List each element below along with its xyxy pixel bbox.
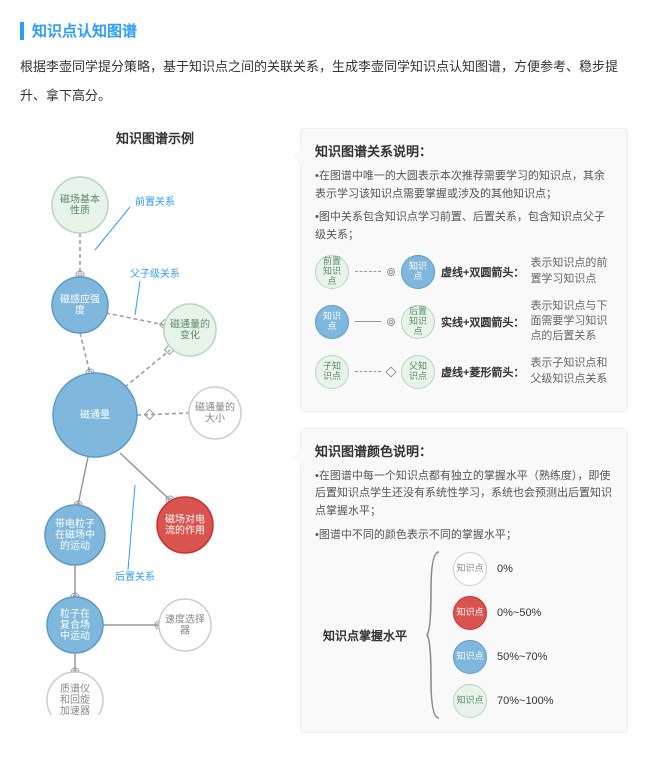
mastery-node: 知识点 <box>453 552 487 586</box>
svg-text:磁场对电: 磁场对电 <box>165 513 205 526</box>
legend-node-a: 子知识点 <box>315 355 349 389</box>
graph-node-n6: 带电粒子在磁场中的运动 <box>45 505 105 565</box>
mastery-node: 知识点 <box>453 640 487 674</box>
legend-connector <box>355 371 381 372</box>
legend-node-b: 父知识点 <box>401 355 435 389</box>
knowledge-graph: 前置关系 父子级关系 后置关系 磁场基本性质磁感应强度磁通量的变化磁通量磁通量的… <box>20 155 290 715</box>
svg-text:速度选择: 速度选择 <box>165 613 205 626</box>
svg-text:加速器: 加速器 <box>60 705 90 715</box>
svg-text:性质: 性质 <box>70 204 90 217</box>
svg-text:在磁场中: 在磁场中 <box>55 528 95 541</box>
legend-node-a: 前置知识点 <box>315 255 349 289</box>
legend-row-2: 子知识点 父知识点虚线+菱形箭头： 表示子知识点和父级知识点关系 <box>315 355 613 389</box>
legend-label: 实线+双圆箭头： <box>441 314 524 330</box>
svg-text:磁通量的: 磁通量的 <box>170 318 210 331</box>
mastery-range: 50%~70% <box>497 651 547 663</box>
mastery-items: 知识点 0% 知识点 0%~50% 知识点 50%~70% 知识点 70%~100% <box>453 552 554 718</box>
svg-text:磁通量的: 磁通量的 <box>195 401 235 414</box>
diamond-icon <box>385 366 396 377</box>
color-panel-title: 知识图谱颜色说明： <box>315 441 613 460</box>
svg-text:磁感应强: 磁感应强 <box>60 293 100 306</box>
svg-text:变化: 变化 <box>180 329 200 342</box>
svg-text:度: 度 <box>75 304 85 317</box>
mastery-range: 70%~100% <box>497 695 554 707</box>
graph-node-n10: 质谱仪和回旋加速器 <box>47 672 103 715</box>
relation-bullet-2: •图中关系包含知识点学习前置、后置关系，包含知识点父子级关系； <box>315 209 613 244</box>
graph-node-n3: 磁通量的变化 <box>164 304 216 356</box>
relation-panel: 知识图谱关系说明： •在图谱中唯一的大圆表示本次推荐需要学习的知识点，其余表示学… <box>300 128 628 412</box>
label-prereq: 前置关系 <box>135 195 175 208</box>
svg-text:带电粒子: 带电粒子 <box>55 517 95 530</box>
graph-node-n7: 磁场对电流的作用 <box>157 497 213 553</box>
relation-bullet-1: •在图谱中唯一的大圆表示本次推荐需要学习的知识点，其余表示学习该知识点需要掌握或… <box>315 168 613 203</box>
mastery-item-1: 知识点 0%~50% <box>453 596 554 630</box>
brace-icon <box>425 550 443 720</box>
mastery-block: 知识点掌握水平 知识点 0% 知识点 0%~50% 知识点 50%~70% 知识点 70%~1… <box>315 550 613 720</box>
legend-row-1: 知识点 后置知识点实线+双圆箭头： 表示知识点与下面需要学习知识点的后置关系 <box>315 299 613 345</box>
mastery-node: 知识点 <box>453 684 487 718</box>
legend-desc: 表示知识点与下面需要学习知识点的后置关系 <box>530 299 613 345</box>
color-panel: 知识图谱颜色说明： •在图谱中每一个知识点都有独立的掌握水平（熟练度），即使后置… <box>300 428 628 733</box>
graph-node-n8: 粒子在复合场中运动 <box>47 597 103 653</box>
page-title: 知识点认知图谱 <box>32 20 137 41</box>
mastery-range: 0% <box>497 563 513 575</box>
svg-text:质谱仪: 质谱仪 <box>60 682 90 695</box>
legend-connector <box>355 321 381 322</box>
mastery-range: 0%~50% <box>497 607 541 619</box>
legend-label: 虚线+双圆箭头： <box>441 264 524 280</box>
color-bullet-1: •在图谱中每一个知识点都有独立的掌握水平（熟练度），即使后置知识点学生还没有系统… <box>315 468 613 521</box>
legend-label: 虚线+菱形箭头： <box>441 364 524 380</box>
label-parent: 父子级关系 <box>130 267 180 280</box>
legend-node-b: 后置知识点 <box>401 305 435 339</box>
legend-rows: 前置知识点知识点虚线+双圆箭头：表示知识点的前置学习知识点知识点后置知识点实线+… <box>315 255 613 389</box>
svg-text:复合场: 复合场 <box>60 618 90 631</box>
relation-panel-title: 知识图谱关系说明： <box>315 141 613 160</box>
mastery-item-3: 知识点 70%~100% <box>453 684 554 718</box>
graph-nodes: 磁场基本性质磁感应强度磁通量的变化磁通量磁通量的大小带电粒子在磁场中的运动磁场对… <box>45 177 241 715</box>
explain-column: 知识图谱关系说明： •在图谱中唯一的大圆表示本次推荐需要学习的知识点，其余表示学… <box>300 128 628 733</box>
graph-title: 知识图谱示例 <box>20 128 290 147</box>
intro-text: 根据李壶同学提分策略，基于知识点之间的关联关系，生成李壶同学知识点认知图谱，方便… <box>20 53 628 110</box>
color-bullet-2: •图谱中不同的颜色表示不同的掌握水平； <box>315 527 613 545</box>
mastery-item-2: 知识点 50%~70% <box>453 640 554 674</box>
legend-connector <box>355 271 381 272</box>
svg-text:的运动: 的运动 <box>60 539 90 552</box>
header-accent-bar <box>20 22 24 40</box>
legend-desc: 表示知识点的前置学习知识点 <box>530 256 613 287</box>
double-circle-icon <box>387 318 395 326</box>
legend-node-a: 知识点 <box>315 305 349 339</box>
legend-desc: 表示子知识点和父级知识点关系 <box>530 356 613 387</box>
svg-text:和回旋: 和回旋 <box>60 693 90 706</box>
svg-text:磁场基本: 磁场基本 <box>60 193 100 206</box>
svg-text:中运动: 中运动 <box>60 629 90 642</box>
double-circle-icon <box>387 268 395 276</box>
svg-text:大小: 大小 <box>205 412 225 425</box>
graph-node-n2: 磁感应强度 <box>52 277 108 333</box>
graph-node-n5: 磁通量的大小 <box>189 387 241 439</box>
graph-node-n1: 磁场基本性质 <box>52 177 108 233</box>
graph-column: 知识图谱示例 <box>20 128 290 733</box>
svg-text:流的作用: 流的作用 <box>165 524 205 537</box>
label-post: 后置关系 <box>115 570 155 583</box>
legend-row-0: 前置知识点 知识点虚线+双圆箭头： 表示知识点的前置学习知识点 <box>315 255 613 289</box>
section-header: 知识点认知图谱 <box>20 20 628 41</box>
graph-node-n9: 速度选择器 <box>159 599 211 651</box>
svg-text:器: 器 <box>180 625 190 637</box>
mastery-title: 知识点掌握水平 <box>315 627 415 644</box>
svg-text:粒子在: 粒子在 <box>60 607 90 620</box>
mastery-node: 知识点 <box>453 596 487 630</box>
mastery-item-0: 知识点 0% <box>453 552 554 586</box>
graph-node-n4: 磁通量 <box>53 373 137 457</box>
legend-node-b: 知识点 <box>401 255 435 289</box>
svg-text:磁通量: 磁通量 <box>80 408 110 421</box>
